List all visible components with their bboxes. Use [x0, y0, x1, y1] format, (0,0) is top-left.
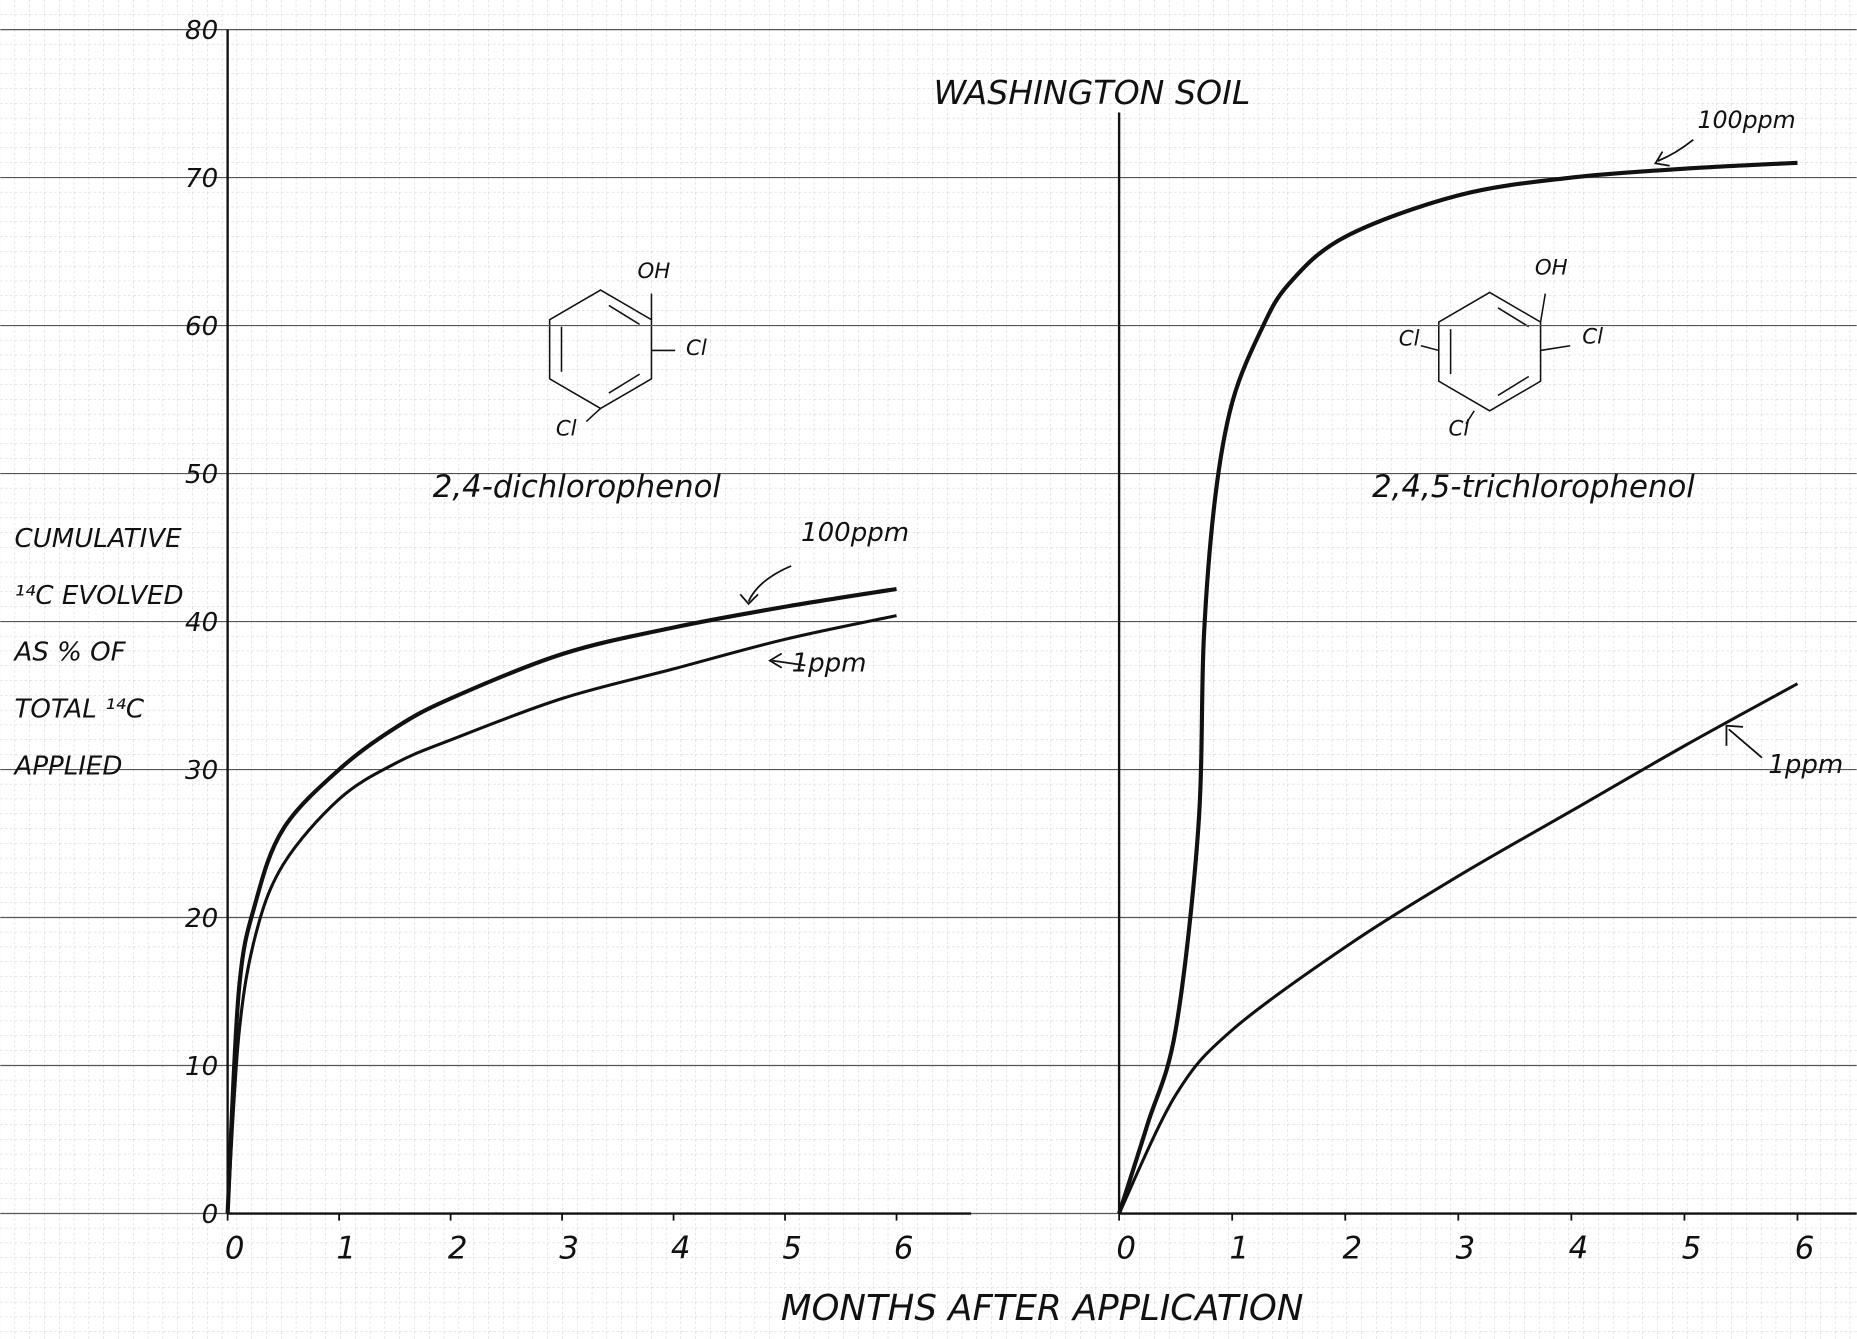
y-axis-label: AS % OF	[13, 638, 127, 668]
y-tick-label: 0	[202, 1200, 219, 1230]
series-line	[225, 586, 897, 1214]
y-tick-label: 50	[185, 460, 218, 490]
x-tick-label: 4	[671, 1230, 691, 1266]
molecule-2	[1420, 291, 1571, 425]
annotation: 1ppm	[1768, 750, 1843, 780]
y-tick-label: 10	[185, 1052, 218, 1082]
annotation: 2,4,5-trichlorophenol	[1372, 469, 1695, 505]
annotation: 1ppm	[792, 648, 867, 678]
annotation: 2,4-dichlorophenol	[433, 469, 722, 505]
y-tick-label: 20	[185, 904, 218, 934]
y-axis-label: TOTAL ¹⁴C	[15, 694, 145, 724]
x-tick-label: 0	[225, 1230, 245, 1266]
series-line	[226, 614, 897, 1214]
x-tick-label: 5	[782, 1230, 802, 1266]
y-axis-label: CUMULATIVE	[15, 524, 183, 554]
annotation: 100ppm	[1697, 106, 1795, 134]
x-tick-label: 3	[559, 1230, 579, 1266]
y-axis-label: APPLIED	[13, 751, 123, 781]
x-tick-label: 2	[448, 1230, 468, 1266]
molecule-label: Cl	[1582, 324, 1603, 349]
molecule-1	[548, 289, 676, 423]
x-axis-label: MONTHS AFTER APPLICATION	[781, 1288, 1304, 1329]
x-tick-label: 1	[1229, 1230, 1249, 1266]
x-tick-label: 1	[336, 1230, 356, 1266]
x-tick-label: 0	[1116, 1230, 1136, 1266]
x-tick-label: 5	[1682, 1230, 1702, 1266]
x-tick-label: 6	[894, 1230, 914, 1266]
series-line	[1117, 160, 1798, 1215]
y-tick-label: 70	[185, 164, 218, 194]
x-tick-label: 6	[1795, 1230, 1815, 1266]
chart-title: WASHINGTON SOIL	[933, 73, 1250, 112]
molecule-label: OH	[637, 259, 670, 284]
x-tick-label: 4	[1569, 1230, 1589, 1266]
series-line	[1117, 682, 1799, 1215]
molecule-label: OH	[1535, 256, 1568, 281]
y-tick-label: 40	[185, 608, 218, 638]
y-tick-label: 80	[185, 16, 218, 46]
molecule-label: Cl	[1399, 327, 1420, 352]
arrows	[739, 139, 1763, 759]
x-tick-label: 3	[1456, 1230, 1476, 1266]
y-axis-label: ¹⁴C EVOLVED	[15, 581, 184, 611]
molecule-label: Cl	[1448, 417, 1469, 442]
molecule-label: Cl	[686, 336, 707, 361]
annotation: 100ppm	[801, 518, 909, 548]
y-tick-label: 30	[185, 756, 218, 786]
molecule-label: Cl	[556, 417, 577, 442]
y-tick-label: 60	[185, 312, 218, 342]
x-tick-label: 2	[1343, 1230, 1363, 1266]
